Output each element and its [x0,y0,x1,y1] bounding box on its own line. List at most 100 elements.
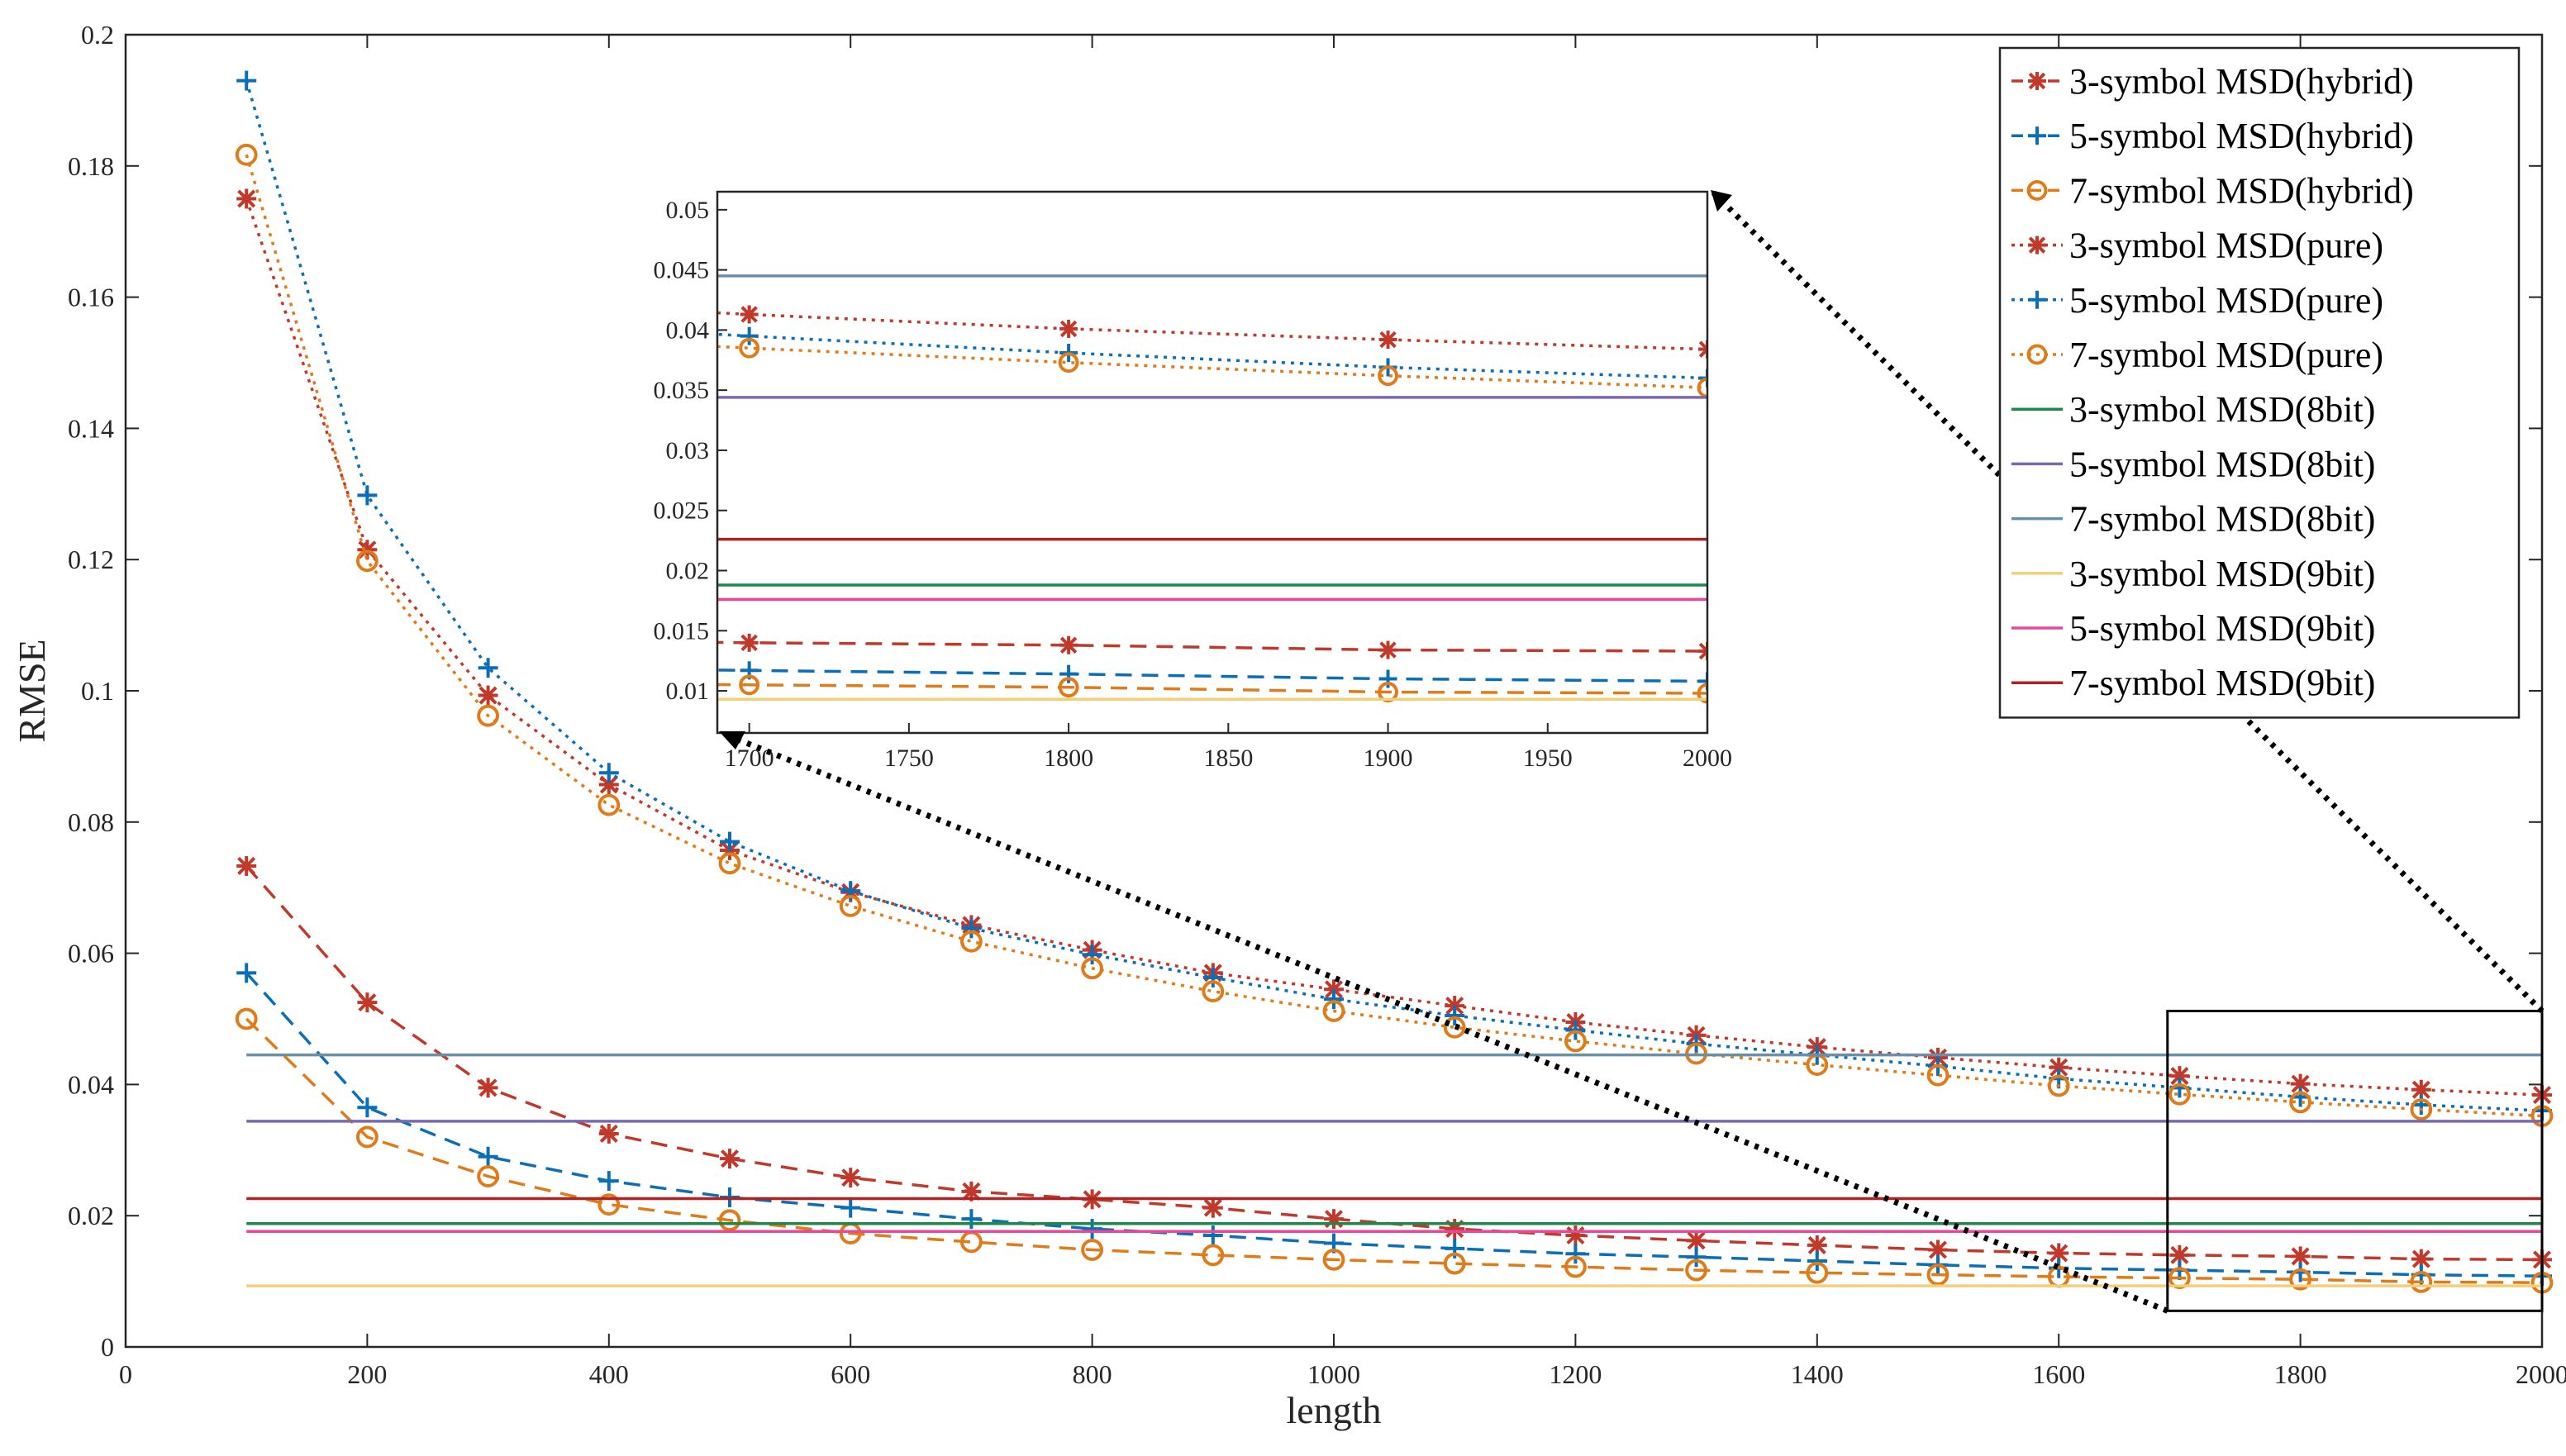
inset-frame [716,190,1709,735]
inset-x-tick-label-2000: 2000 [1683,745,1732,772]
3-symbol-msd-pure-inset-point-1700 [740,305,759,324]
7-symbol-msd-pure-line [245,154,2543,1118]
7-symbol-msd-pure-point-300 [477,704,499,727]
inset-plot: 1700 1750 1800 1850 1900 1950 2000 0.01 0.015 0.0… [654,190,1732,772]
legend-7-symbol-msd-hybrid-marker [2026,179,2048,201]
7-symbol-msd-hybrid-point-800 [1081,1239,1103,1261]
legend-5-symbol-msd-hybrid-label: 5-symbol MSD(hybrid) [2069,116,2414,156]
3-symbol-msd-hybrid-point-600 [840,1168,861,1188]
7-symbol-msd-hybrid-inset-point-1800 [1058,677,1079,698]
7-symbol-msd-hybrid-point-400 [597,1193,621,1216]
7-symbol-msd-hybrid-point-1300 [1685,1259,1708,1282]
legend-3-symbol-msd-pure-label: 3-symbol MSD(pure) [2069,226,2383,266]
legend-7-symbol-msd-9bit-label: 7-symbol MSD(9bit) [2069,663,2375,703]
inset-y-tick-label-0.05: 0.05 [666,197,710,224]
7-symbol-msd-pure-point-1900 [2410,1098,2433,1121]
inset-y-tick-label-0.015: 0.015 [654,617,710,645]
x-tick-label-1200: 1200 [1549,1359,1602,1389]
x-tick-label-200: 200 [347,1359,387,1389]
5-symbol-msd-pure-point-1000 [1324,989,1344,1010]
zoom-region-box [2166,1009,2544,1312]
5-symbol-msd-hybrid-point-300 [478,1146,498,1167]
legend-7-symbol-msd-pure-marker [2026,344,2048,365]
5-symbol-msd-pure-point-400 [598,763,619,783]
5-symbol-msd-hybrid-line [245,972,2543,1278]
3-symbol-msd-hybrid-point-200 [357,992,378,1013]
zoom-arrowhead-bottom [719,731,745,749]
inset-x-tick-label-1800: 1800 [1044,745,1093,772]
x-axis-label: length [1287,1389,1382,1431]
y-tick-label-0.06: 0.06 [68,939,114,968]
5-symbol-msd-pure-point-200 [357,485,378,506]
5-symbol-msd-hybrid-point-1400 [1807,1250,1827,1271]
7-symbol-msd-hybrid-point-200 [356,1125,378,1149]
legend-5-symbol-msd-pure-label: 5-symbol MSD(pure) [2069,280,2383,321]
y-tick-label-0.18: 0.18 [68,151,114,181]
7-symbol-msd-pure-inset-point-2000 [1697,377,1707,398]
x-tick-label-0: 0 [119,1359,132,1389]
5-symbol-msd-pure-point-700 [961,918,982,939]
7-symbol-msd-hybrid-point-300 [477,1165,499,1187]
3-symbol-msd-pure-point-1800 [2290,1073,2311,1094]
7-symbol-msd-pure-point-100 [235,143,258,166]
y-tick-label-0.2: 0.2 [81,20,114,50]
7-symbol-msd-hybrid-point-1400 [1806,1261,1829,1284]
3-symbol-msd-pure-point-300 [478,685,498,706]
x-tick-label-2000: 2000 [2516,1359,2566,1389]
legend-3-symbol-msd-hybrid-marker [2028,72,2046,90]
3-symbol-msd-hybrid-inset-point-1900 [1378,640,1397,659]
y-tick-label-0: 0 [101,1332,114,1362]
7-symbol-msd-hybrid-point-500 [718,1209,741,1232]
3-symbol-msd-hybrid-inset-point-2000 [1698,642,1707,661]
7-symbol-msd-pure-inset-point-1800 [1058,352,1079,374]
7-symbol-msd-pure-point-1200 [1564,1030,1587,1053]
7-symbol-msd-hybrid-point-100 [235,1007,258,1030]
inset-x-tick-label-1700: 1700 [725,745,774,772]
7-symbol-msd-pure-inset-point-1900 [1378,365,1398,387]
5-symbol-msd-pure-point-300 [478,658,498,678]
7-symbol-msd-pure-point-400 [597,793,621,816]
legend-7-symbol-msd-pure-label: 7-symbol MSD(pure) [2069,335,2383,375]
inset-y-tick-label-0.045: 0.045 [654,257,710,284]
3-symbol-msd-pure-inset-point-1800 [1059,319,1078,338]
3-symbol-msd-hybrid-inset-point-1800 [1059,635,1078,654]
3-symbol-msd-hybrid-point-1200 [1565,1225,1586,1246]
legend-5-symbol-msd-hybrid-marker [2028,126,2046,145]
7-symbol-msd-pure-point-200 [356,550,378,573]
y-tick-label-0.08: 0.08 [68,807,114,837]
inset-y-tick-label-0.01: 0.01 [666,678,710,705]
7-symbol-msd-hybrid-point-1100 [1443,1252,1466,1275]
y-tick-label-0.16: 0.16 [68,283,114,312]
3-symbol-msd-hybrid-point-1500 [1928,1240,1948,1260]
inset-y-tick-label-0.04: 0.04 [666,316,710,344]
3-symbol-msd-hybrid-point-300 [478,1078,498,1098]
x-tick-label-800: 800 [1073,1359,1112,1389]
3-symbol-msd-hybrid-point-100 [236,855,257,876]
legend: 3-symbol MSD(hybrid) 5-symbol MSD(hybrid)… [1998,46,2521,719]
7-symbol-msd-hybrid-point-1800 [2289,1268,2312,1291]
x-tick-label-1600: 1600 [2032,1359,2085,1389]
5-symbol-msd-pure-point-100 [236,70,257,91]
y-tick-label-0.02: 0.02 [68,1201,114,1230]
5-symbol-msd-pure-point-500 [720,831,740,852]
legend-3-symbol-msd-8bit-label: 3-symbol MSD(8bit) [2069,389,2375,430]
5-symbol-msd-pure-inset-point-1700 [740,326,759,345]
7-symbol-msd-hybrid-point-1700 [2168,1267,2191,1290]
3-symbol-msd-hybrid-point-1800 [2290,1246,2311,1267]
7-symbol-msd-hybrid-line [245,1017,2543,1284]
3-symbol-msd-pure-inset-point-2000 [1698,340,1707,359]
y-axis-label: RMSE [11,639,53,742]
x-tick-label-400: 400 [589,1359,629,1389]
inset-background [717,192,1707,733]
3-symbol-msd-hybrid-point-1000 [1324,1209,1344,1230]
x-tick-label-1000: 1000 [1307,1359,1360,1389]
3-symbol-msd-hybrid-inset-point-1700 [740,633,759,652]
7-symbol-msd-hybrid-inset-point-1700 [739,674,760,696]
3-symbol-msd-pure-point-100 [236,188,257,209]
7-symbol-msd-pure-point-700 [960,930,983,953]
3-symbol-msd-pure-point-1900 [2411,1079,2431,1100]
7-symbol-msd-hybrid-point-1000 [1322,1248,1345,1271]
7-symbol-msd-hybrid-point-1200 [1564,1255,1587,1278]
